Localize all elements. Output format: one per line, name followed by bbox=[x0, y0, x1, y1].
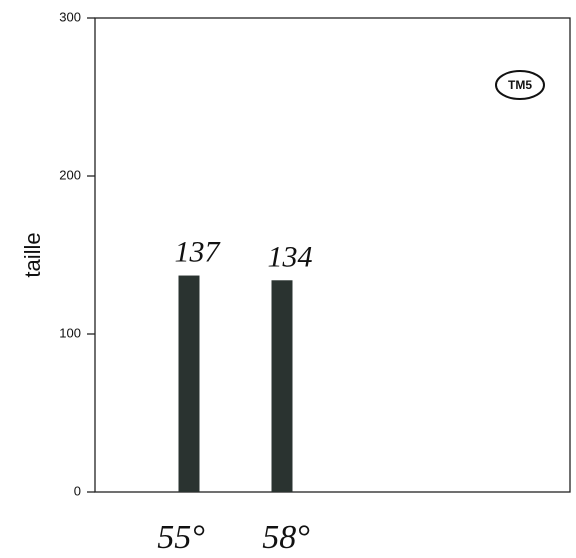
x-tick-label: 58° bbox=[262, 519, 310, 556]
y-tick-label: 200 bbox=[59, 167, 81, 182]
y-tick-label: 0 bbox=[74, 483, 81, 498]
bar bbox=[178, 275, 200, 492]
y-axis-title: taille bbox=[20, 232, 45, 277]
annotation: TM5 bbox=[508, 78, 532, 92]
annotation-badge bbox=[495, 70, 545, 100]
x-tick-label: 55° bbox=[157, 519, 205, 556]
bar bbox=[271, 280, 293, 492]
y-tick-label: 100 bbox=[59, 325, 81, 340]
value-label: 134 bbox=[268, 240, 313, 273]
y-tick-label: 300 bbox=[59, 9, 81, 24]
plot-frame bbox=[94, 17, 571, 493]
value-label: 137 bbox=[175, 236, 222, 269]
